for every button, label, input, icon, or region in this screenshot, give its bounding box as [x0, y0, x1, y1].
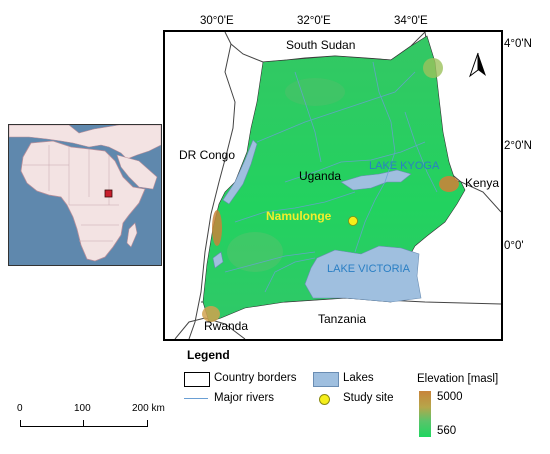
- inset-africa-svg: [9, 125, 161, 265]
- label-lake-victoria: LAKE VICTORIA: [327, 263, 410, 275]
- study-site-marker: [348, 216, 358, 226]
- coord-top-30e: 30°0'E: [200, 15, 234, 27]
- africa-continent: [20, 140, 146, 262]
- lake-victoria: [304, 245, 422, 303]
- major-rivers: [224, 61, 438, 293]
- legend-elevation-ramp: [419, 391, 431, 437]
- legend-label-lakes: Lakes: [343, 372, 374, 384]
- coord-right-2n: 2°0'N: [504, 140, 532, 152]
- legend-swatch-major-rivers: [184, 398, 208, 399]
- label-dr-congo: DR Congo: [179, 148, 236, 162]
- label-study-site: Namulonge: [266, 209, 332, 223]
- label-lake-kyoga: LAKE KYOGA: [369, 160, 440, 172]
- scalebar-label-200: 200 km: [132, 403, 165, 414]
- label-kenya: Kenya: [465, 176, 500, 190]
- lake-kyoga: [340, 169, 412, 191]
- coord-right-0: 0°0': [504, 240, 524, 252]
- scalebar-label-0: 0: [17, 403, 23, 414]
- legend-elevation-title: Elevation [masl]: [417, 373, 499, 385]
- coord-right-4n: 4°0'N: [504, 38, 532, 50]
- coord-top-32e: 32°0'E: [297, 15, 331, 27]
- scalebar: [20, 420, 148, 427]
- legend-label-country-borders: Country borders: [214, 372, 297, 384]
- legend-title: Legend: [187, 348, 230, 362]
- legend-label-study-site: Study site: [343, 392, 394, 404]
- border-drc: [188, 43, 236, 339]
- legend-label-major-rivers: Major rivers: [214, 392, 275, 404]
- legend-elevation-min: 560: [437, 425, 457, 437]
- legend-swatch-lakes: [313, 372, 339, 387]
- lake-albert: [222, 139, 258, 205]
- main-map-svg: [174, 32, 501, 339]
- coord-top-34e: 34°0'E: [394, 15, 428, 27]
- uganda-highlight-marker: [104, 189, 113, 198]
- legend-swatch-study-site: [319, 394, 330, 405]
- north-arrow-icon: [468, 52, 488, 78]
- main-map-frame: [163, 30, 503, 341]
- legend-swatch-country-borders: [184, 372, 210, 387]
- label-tanzania: Tanzania: [318, 312, 367, 326]
- legend-elevation-max: 5000: [437, 391, 463, 403]
- scalebar-mid-tick: [83, 420, 84, 426]
- inset-locator-map: [8, 124, 162, 266]
- label-uganda: Uganda: [299, 169, 342, 183]
- scalebar-label-100: 100: [74, 403, 91, 414]
- label-rwanda: Rwanda: [204, 319, 249, 333]
- label-south-sudan: South Sudan: [286, 38, 356, 52]
